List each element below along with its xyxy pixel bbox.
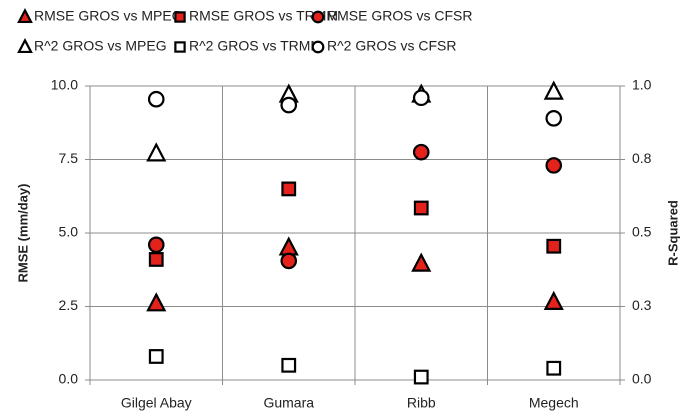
- marker: [543, 80, 564, 100]
- legend-label: R^2 GROS vs MPEG: [34, 38, 167, 54]
- x-tick-label: Gumara: [263, 395, 314, 411]
- legend-label: RMSE GROS vs TRMM: [189, 8, 338, 24]
- x-tick-label: Ribb: [407, 395, 436, 411]
- y2-tick-label: 1.0: [632, 77, 652, 93]
- marker: [545, 110, 563, 127]
- marker: [546, 360, 562, 376]
- y-tick-label: 2.5: [59, 297, 79, 313]
- marker: [412, 143, 430, 161]
- y-tick-label: 7.5: [59, 150, 79, 166]
- legend-marker: [311, 40, 325, 54]
- x-tick-label: Gilgel Abay: [121, 395, 192, 411]
- y2-tick-label: 0.3: [632, 297, 652, 313]
- legend-marker: [311, 10, 325, 24]
- y2-tick-label: 0.5: [632, 224, 652, 240]
- marker: [148, 252, 164, 267]
- marker: [546, 238, 562, 254]
- legend-marker: [174, 11, 186, 23]
- legend-marker: [174, 41, 186, 53]
- marker: [147, 90, 165, 108]
- marker: [281, 181, 297, 197]
- marker: [411, 252, 432, 272]
- y2-tick-label: 0.8: [632, 150, 652, 166]
- x-tick-label: Megech: [529, 395, 579, 411]
- marker: [412, 89, 430, 107]
- marker: [413, 200, 429, 216]
- marker: [147, 236, 165, 254]
- y-tick-label: 5.0: [59, 224, 79, 240]
- y-axis-title: RMSE (mm/day): [15, 184, 30, 283]
- marker: [146, 292, 167, 312]
- marker: [413, 369, 429, 385]
- y2-axis-title: R-Squared: [665, 200, 680, 266]
- legend-marker: [17, 38, 33, 54]
- y2-tick-label: 0.0: [632, 371, 652, 387]
- y-tick-label: 10.0: [51, 77, 78, 93]
- marker: [545, 157, 563, 174]
- legend-marker: [17, 8, 33, 24]
- marker: [280, 96, 298, 114]
- marker: [543, 290, 564, 310]
- marker: [281, 357, 297, 373]
- marker: [278, 236, 299, 256]
- marker: [146, 142, 167, 162]
- y-tick-label: 0.0: [59, 371, 79, 387]
- marker: [280, 252, 298, 270]
- legend-label: RMSE GROS vs CFSR: [327, 8, 472, 24]
- legend-label: R^2 GROS vs CFSR: [327, 38, 456, 54]
- legend-label: R^2 GROS vs TRMM: [189, 38, 322, 54]
- legend-label: RMSE GROS vs MPEG: [34, 8, 183, 24]
- marker: [148, 349, 164, 364]
